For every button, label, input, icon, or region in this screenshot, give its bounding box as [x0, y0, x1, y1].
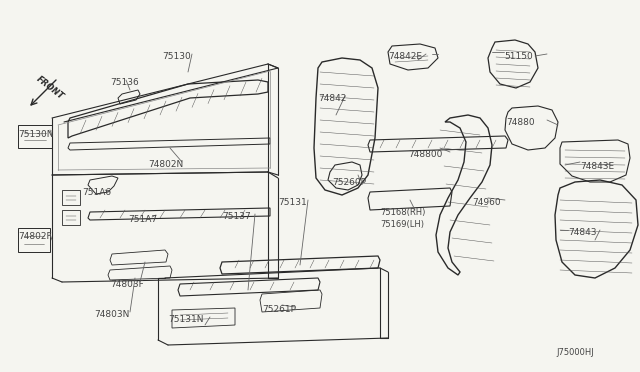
Text: 51150: 51150 [504, 52, 532, 61]
Text: 75261P: 75261P [262, 305, 296, 314]
Text: 74802N: 74802N [148, 160, 183, 169]
Text: 75137: 75137 [222, 212, 251, 221]
Text: 74843: 74843 [568, 228, 596, 237]
Text: 74802F: 74802F [18, 232, 52, 241]
Text: 74803F: 74803F [110, 280, 144, 289]
Text: 751A7: 751A7 [128, 215, 157, 224]
Text: FRONT: FRONT [35, 74, 65, 102]
Text: 751A6: 751A6 [82, 188, 111, 197]
Text: 74842E: 74842E [388, 52, 422, 61]
Text: 75169(LH): 75169(LH) [380, 220, 424, 229]
Text: 75136: 75136 [110, 78, 139, 87]
Text: 74803N: 74803N [94, 310, 129, 319]
Text: 748800: 748800 [408, 150, 442, 159]
Text: 74843E: 74843E [580, 162, 614, 171]
Text: 75130N: 75130N [18, 130, 54, 139]
Text: 75131: 75131 [278, 198, 307, 207]
Text: 75131N: 75131N [168, 315, 204, 324]
Text: 74842: 74842 [318, 94, 346, 103]
Text: 74880: 74880 [506, 118, 534, 127]
Text: 75168(RH): 75168(RH) [380, 208, 426, 217]
Text: J75000HJ: J75000HJ [556, 348, 594, 357]
Text: 75260P: 75260P [332, 178, 366, 187]
Text: 75130: 75130 [162, 52, 191, 61]
Text: 74960: 74960 [472, 198, 500, 207]
